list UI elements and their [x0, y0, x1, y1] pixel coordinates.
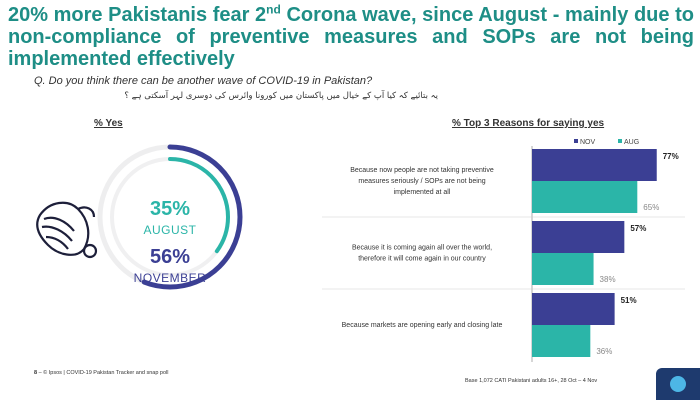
category-label-3-line-1: Because markets are opening early and cl… [342, 322, 503, 329]
category-label-1-line-2: measures seriously / SOPs are not being [358, 178, 485, 185]
footer-base: Base 1,072 CATI Pakistani adults 16+, 28… [465, 378, 598, 384]
bar-nov-1 [532, 149, 657, 181]
data-label-aug-1: 65% [643, 203, 659, 212]
data-label-aug-3: 36% [596, 347, 612, 356]
footer-left: 8 – © Ipsos | COVID-19 Pakistan Tracker … [34, 370, 169, 376]
bar-nov-3 [532, 293, 615, 325]
face-mask-icon [36, 201, 98, 259]
footer-page-number: 8 [34, 370, 38, 376]
reasons-bar-chart: NOV AUG Because now people are not taking … [322, 139, 685, 362]
legend-swatch-nov [574, 139, 578, 143]
august-label: AUGUST [143, 223, 197, 237]
yes-donut-chart [97, 144, 243, 290]
headline-superscript: nd [266, 2, 281, 17]
headline: 20% more Pakistanis fear 2nd Corona wave… [8, 2, 694, 70]
category-label-2-line-1: Because it is coming again all over the … [352, 245, 492, 252]
question: Q. Do you think there can be another wav… [34, 75, 373, 87]
legend-label-nov: NOV [580, 139, 596, 146]
bar-aug-1 [532, 181, 638, 213]
right-panel-title: % Top 3 Reasons for saying yes [452, 118, 605, 129]
category-label-1-line-1: Because now people are not taking preven… [350, 167, 494, 174]
data-label-nov-3: 51% [621, 296, 637, 305]
brand-logo-icon [670, 376, 686, 392]
november-label: NOVEMBER [133, 271, 207, 285]
donut-arc-november [97, 144, 243, 290]
legend-swatch-aug [618, 139, 622, 143]
november-value: 56% [149, 246, 191, 268]
category-label-1-line-3: implemented at all [394, 189, 451, 196]
data-label-aug-2: 38% [600, 275, 616, 284]
headline-part1: 20% more Pakistanis fear 2 [8, 4, 267, 26]
category-label-2-line-2: therefore it will come again in our coun… [358, 256, 486, 263]
data-label-nov-2: 57% [630, 224, 646, 233]
data-label-nov-1: 77% [663, 152, 679, 161]
bar-aug-2 [532, 253, 594, 285]
legend-label-aug: AUG [624, 139, 639, 146]
donut-arc-august [110, 157, 230, 277]
question-urdu: یہ بتائیے کہ کیا آپ کے خیال میں پاکستان … [124, 91, 438, 101]
bar-aug-3 [532, 325, 591, 357]
footer-source: – © Ipsos | COVID-19 Pakistan Tracker an… [37, 370, 169, 376]
bar-nov-2 [532, 221, 625, 253]
headline-part2: Corona wave, since August - mainly due t… [8, 4, 694, 70]
august-value: 35% [149, 198, 191, 220]
left-panel-title: % Yes [94, 118, 123, 129]
brand-corner [656, 368, 700, 400]
